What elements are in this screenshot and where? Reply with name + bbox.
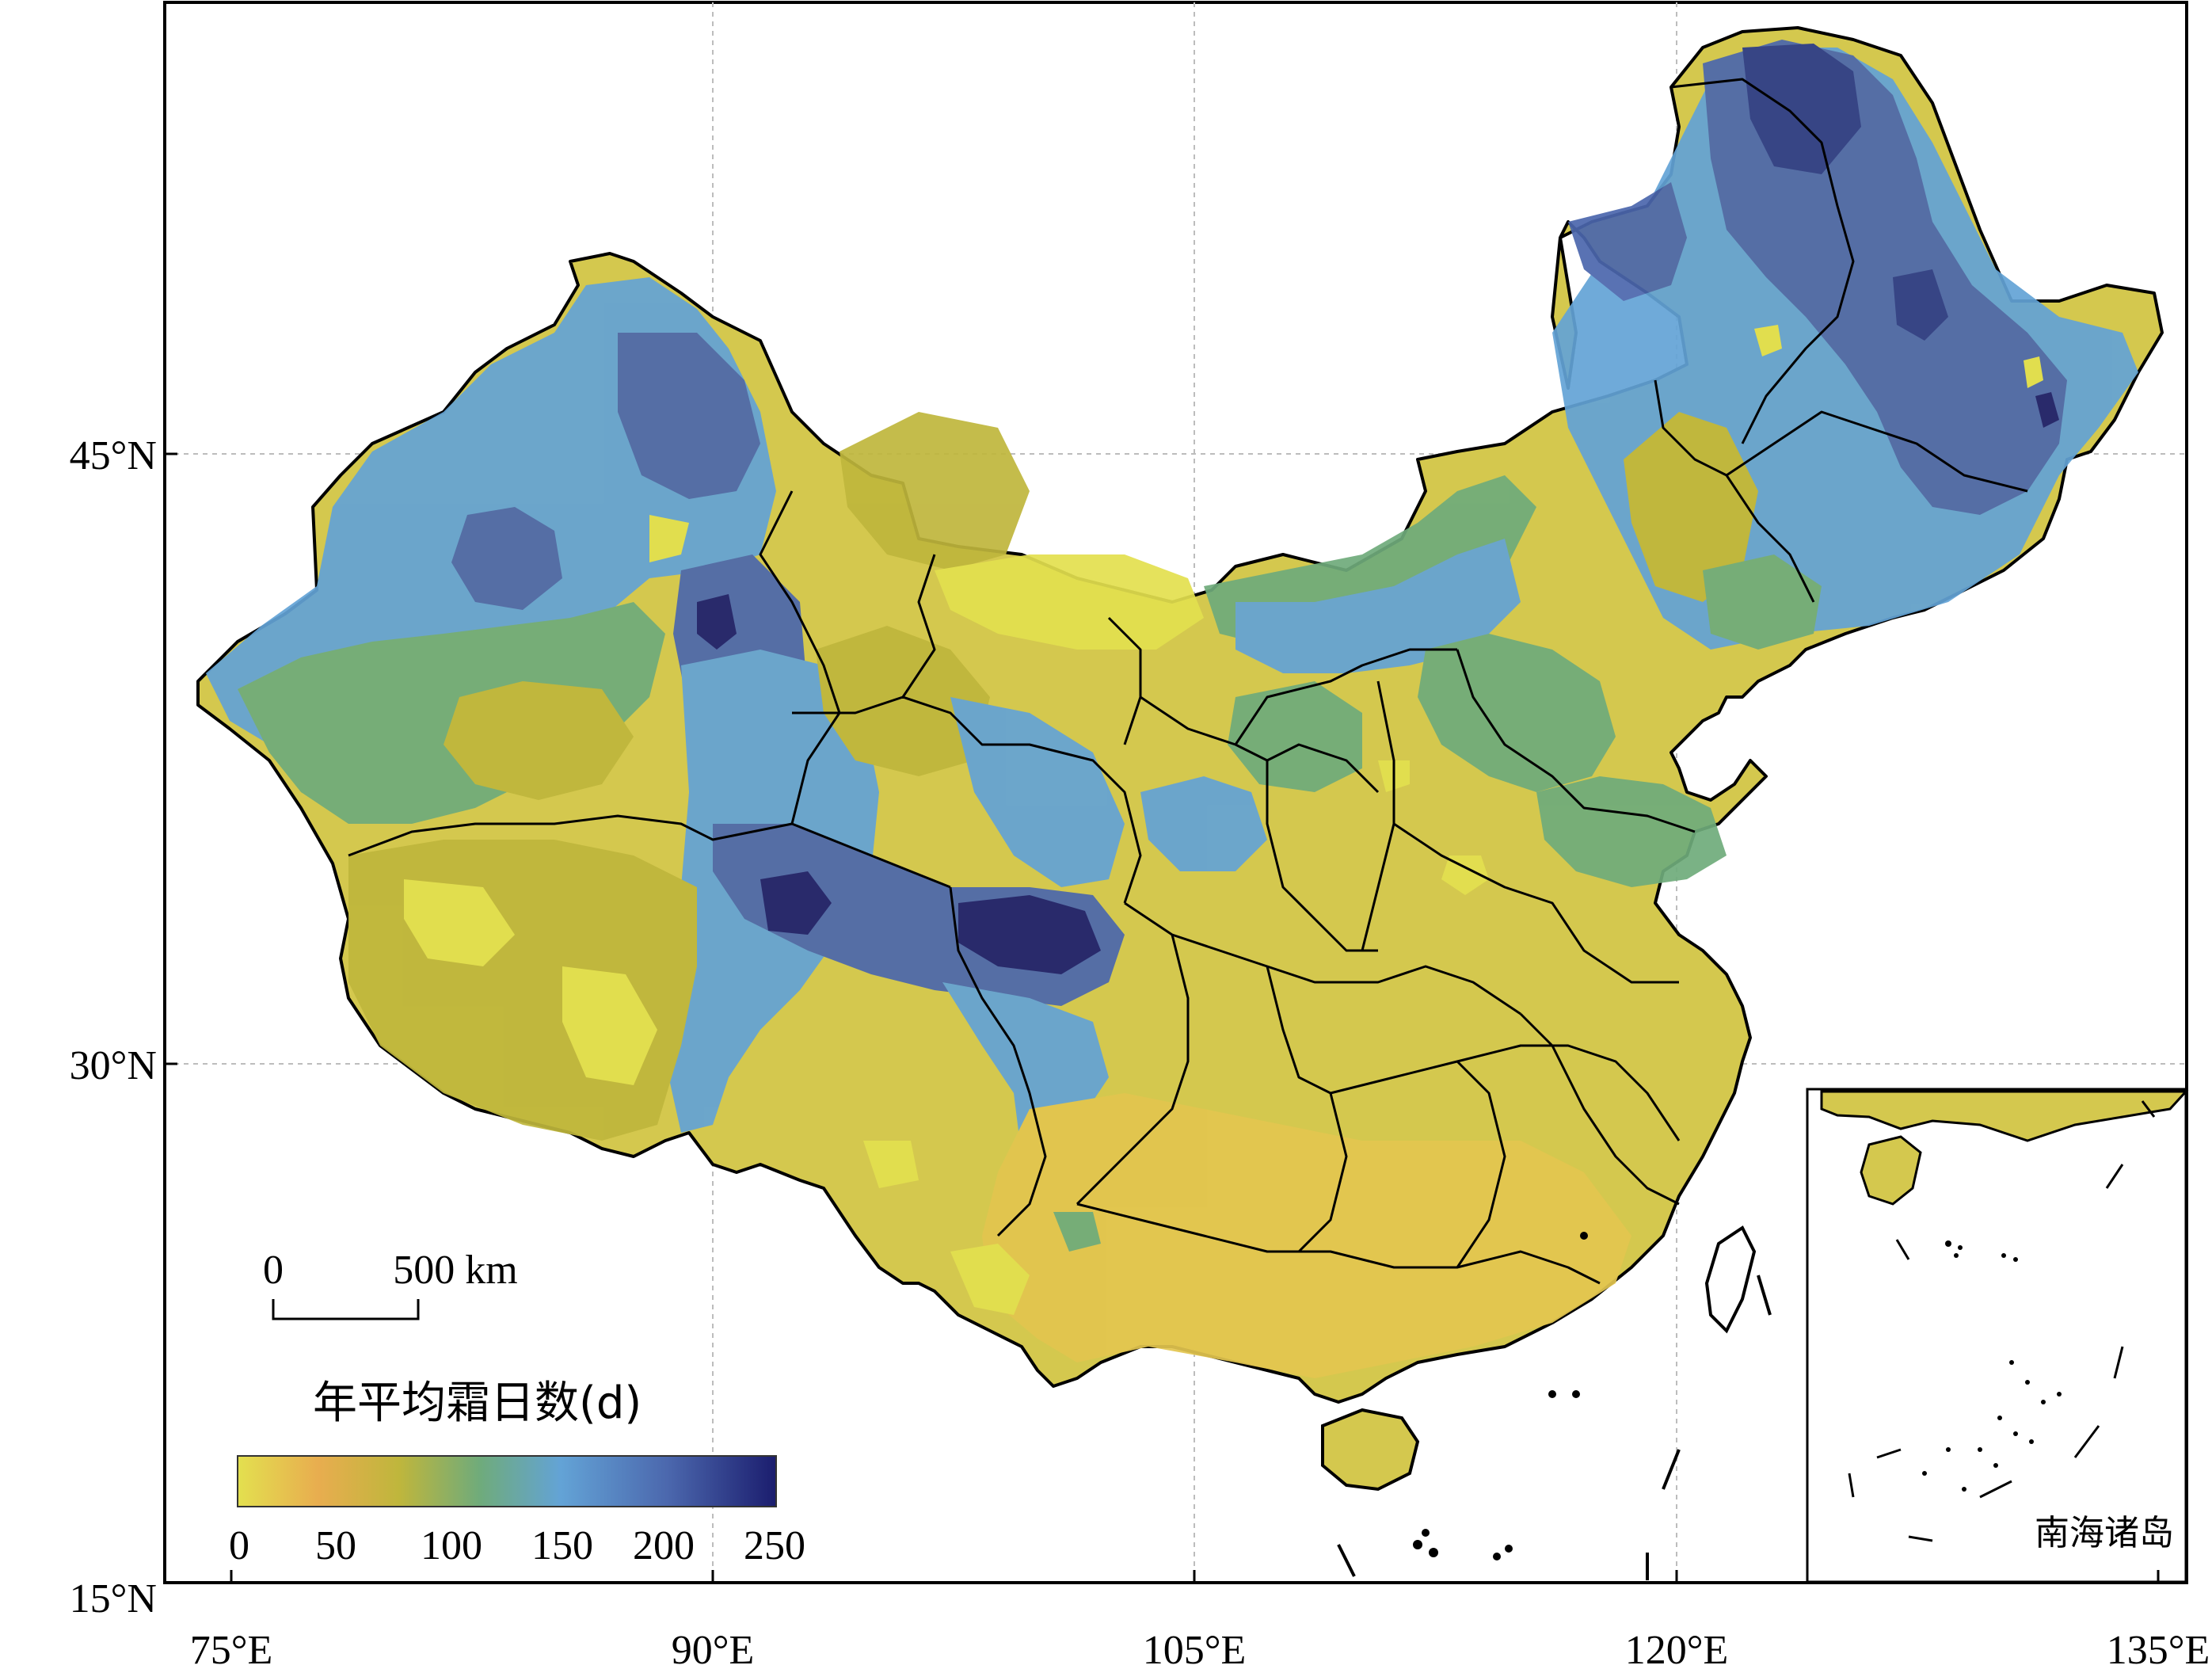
- y-axis-labels: 45°N 30°N 15°N: [70, 433, 157, 1621]
- hainan-island: [1321, 1408, 1420, 1492]
- color-legend: 年平均霜日数(d) 0 50 100 150 200 250: [229, 1377, 805, 1568]
- legend-tick-label: 200: [633, 1523, 695, 1568]
- province-boundaries: [348, 78, 2028, 1285]
- inset-map: 南海诸岛: [1806, 1088, 2189, 1583]
- x-tick-label: 75°E: [190, 1628, 273, 1669]
- small-islands: [1337, 1232, 1772, 1580]
- y-tick-label: 45°N: [70, 433, 157, 478]
- y-tick-label: 30°N: [70, 1043, 157, 1088]
- inset-label: 南海诸岛: [2035, 1513, 2174, 1553]
- x-tick-label: 120°E: [1625, 1628, 1729, 1669]
- scale-bar-distance: 500 km: [393, 1248, 517, 1293]
- legend-tick-label: 150: [531, 1523, 593, 1568]
- legend-title: 年平均霜日数(d): [313, 1377, 642, 1429]
- legend-tick-label: 0: [229, 1523, 249, 1568]
- x-axis-labels: 75°E 90°E 105°E 120°E 135°E: [190, 1628, 2210, 1669]
- x-tick-label: 135°E: [2107, 1628, 2210, 1669]
- y-tick-label: 15°N: [70, 1576, 157, 1621]
- x-tick-label: 105°E: [1143, 1628, 1247, 1669]
- legend-tick-label: 100: [421, 1523, 482, 1568]
- legend-tick-label: 250: [744, 1523, 805, 1568]
- taiwan-island: [1704, 1225, 1757, 1334]
- legend-tick-label: 50: [315, 1523, 356, 1568]
- china-territory: [196, 26, 2164, 1580]
- x-tick-label: 90°E: [672, 1628, 755, 1669]
- frost-contours: [206, 40, 2138, 1378]
- legend-colorbar: [237, 1455, 777, 1507]
- axis-ticks: [165, 452, 2160, 1583]
- scale-bar: 0 500 km: [263, 1248, 518, 1320]
- scale-bar-zero: 0: [263, 1248, 284, 1293]
